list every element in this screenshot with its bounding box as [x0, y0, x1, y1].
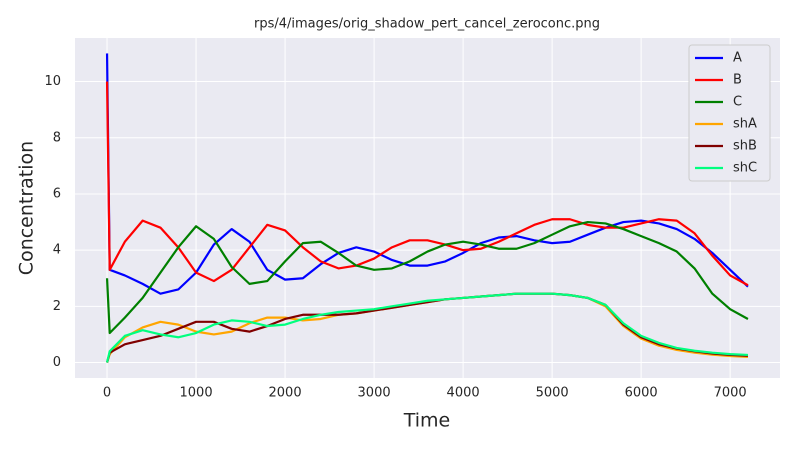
legend-box	[688, 44, 771, 182]
y-tick-label: 2	[53, 299, 61, 314]
legend-label: shB	[733, 139, 757, 154]
y-tick-label: 0	[53, 355, 61, 370]
y-tick-label: 4	[53, 243, 61, 258]
grid	[75, 38, 780, 378]
x-tick-label: 2000	[269, 386, 302, 401]
lines	[105, 53, 749, 363]
legend-label: C	[733, 95, 742, 110]
legend-label: B	[733, 73, 742, 88]
x-tick-label: 4000	[447, 386, 480, 401]
y-tick-label: 8	[53, 130, 61, 145]
legend-label: A	[733, 51, 742, 66]
plot-area	[75, 38, 780, 378]
x-tick-label: 5000	[536, 386, 569, 401]
series-line	[105, 292, 749, 363]
series-line	[105, 220, 749, 335]
x-tick-label: 6000	[625, 386, 658, 401]
legend-label: shC	[733, 161, 757, 176]
y-tick-label: 10	[44, 74, 61, 89]
x-tick-label: 3000	[358, 386, 391, 401]
x-tick-label: 7000	[714, 386, 747, 401]
series-line	[105, 292, 749, 363]
x-tick-label: 0	[103, 386, 111, 401]
series-line	[105, 81, 749, 287]
x-tick-label: 1000	[180, 386, 213, 401]
x-axis-label: Time	[403, 410, 451, 432]
y-axis-label: Concentration	[16, 141, 38, 275]
y-tick-label: 6	[53, 186, 61, 201]
series-line	[105, 53, 749, 295]
chart-title: rps/4/images/orig_shadow_pert_cancel_zer…	[254, 17, 600, 32]
legend-label: shA	[733, 117, 757, 132]
